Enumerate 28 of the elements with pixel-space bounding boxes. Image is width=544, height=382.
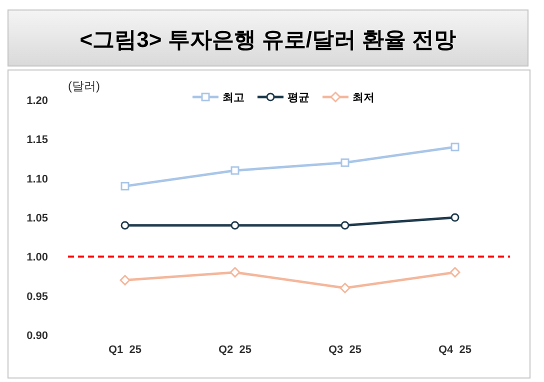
point <box>230 166 240 175</box>
point <box>120 182 130 190</box>
y-tick-label: 1.05 <box>26 212 48 224</box>
legend-label: 평균 <box>288 92 310 104</box>
x-tick-label: Q1 25 <box>108 344 142 356</box>
point <box>340 221 350 230</box>
point <box>450 142 460 152</box>
x-tick-label: Q3 25 <box>328 344 362 356</box>
y-tick-label: 1.20 <box>26 95 48 107</box>
y-tick-label: 0.95 <box>26 290 48 303</box>
point <box>450 267 460 278</box>
legend-label: 최저 <box>352 92 374 104</box>
y-axis-title: (달러) <box>68 79 100 93</box>
chart-title: <그림3> 투자은행 유로/달러 환율 전망 <box>80 27 456 52</box>
point <box>340 282 350 294</box>
y-tick-label: 1.00 <box>26 252 48 264</box>
x-tick-label: Q4 25 <box>438 344 472 356</box>
point <box>230 267 240 278</box>
point <box>230 221 240 230</box>
point <box>340 158 350 167</box>
y-tick-label: 1.15 <box>26 134 48 146</box>
y-tick-label: 0.90 <box>26 330 48 342</box>
x-tick-label: Q2 25 <box>218 344 252 356</box>
legend-label: 최고 <box>222 92 244 104</box>
point <box>450 213 460 222</box>
point <box>120 274 130 286</box>
y-tick-label: 1.10 <box>26 173 48 186</box>
point <box>120 221 130 230</box>
